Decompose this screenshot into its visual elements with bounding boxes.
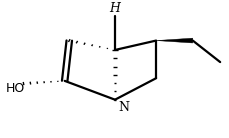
Text: N: N <box>118 101 129 114</box>
Polygon shape <box>155 38 192 43</box>
Text: HO: HO <box>5 82 25 95</box>
Text: H: H <box>109 2 120 15</box>
